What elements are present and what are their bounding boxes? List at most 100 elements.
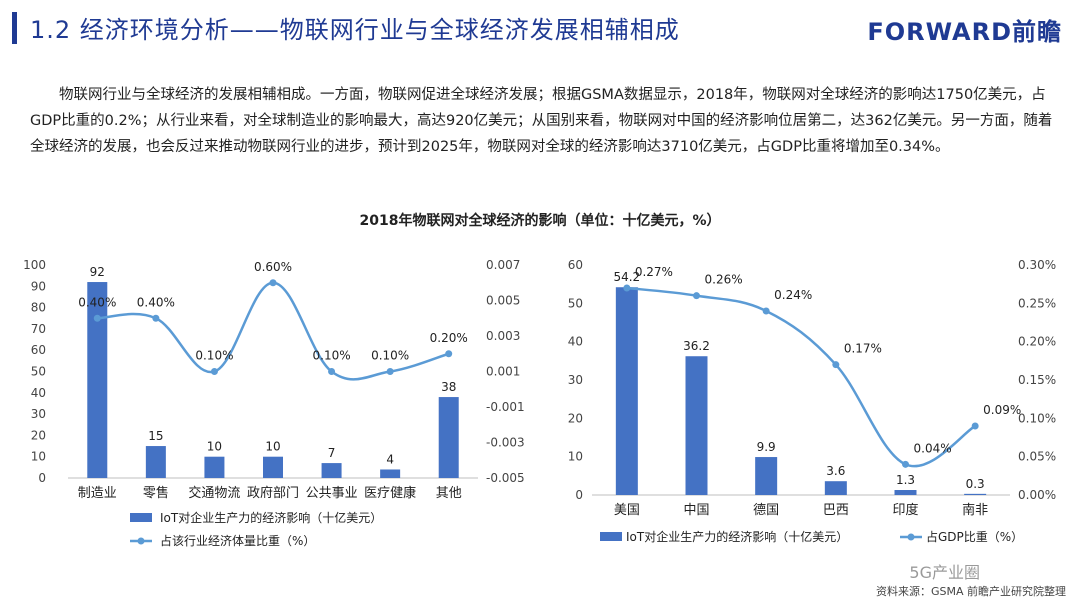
legend-bar-label: IoT对企业生产力的经济影响（十亿美元） [626, 529, 848, 544]
y-right-tick-label: -0.005 [486, 471, 525, 485]
line-point [328, 368, 336, 375]
bar-value-label: 15 [148, 429, 163, 443]
y-right-tick-label: 0.005 [486, 294, 520, 308]
line-value-label: 0.40% [78, 295, 116, 309]
y-left-tick-label: 30 [568, 373, 583, 387]
y-right-tick-label: 0.00% [1018, 488, 1056, 502]
bar-value-label: 4 [386, 452, 394, 466]
x-tick-label: 医疗健康 [364, 485, 416, 501]
line-point [902, 460, 909, 468]
brand-logo: FORWARD前瞻 [867, 18, 1062, 46]
line-point [386, 368, 394, 375]
x-tick-label: 公共事业 [306, 486, 358, 501]
line-value-label: 0.10% [313, 349, 351, 363]
x-tick-label: 印度 [892, 502, 918, 518]
line-point [832, 361, 840, 369]
y-left-tick-label: 30 [31, 407, 46, 421]
series-line [626, 286, 976, 468]
y-left-tick-label: 100 [23, 258, 46, 272]
y-right-tick-label: 0.20% [1018, 335, 1056, 349]
x-tick-label: 中国 [683, 503, 709, 518]
line-value-label: 0.60% [254, 260, 292, 274]
y-left-tick-label: 0 [575, 488, 583, 502]
x-tick-label: 南非 [962, 502, 988, 518]
y-right-tick-label: 0.05% [1018, 450, 1056, 464]
y-left-tick-label: 40 [568, 335, 583, 349]
y-left-tick-label: 70 [31, 322, 46, 336]
legend-line-label: 占该行业经济体量比重（%） [160, 533, 315, 548]
x-tick-label: 制造业 [78, 486, 117, 501]
y-left-tick-label: 0 [38, 471, 46, 485]
line-point [971, 422, 979, 430]
title-accent-bar [12, 12, 17, 44]
y-left-tick-label: 80 [31, 301, 46, 315]
bar-value-label: 10 [265, 440, 280, 454]
legend-bar-swatch [130, 513, 152, 522]
bar [204, 456, 225, 478]
line-value-label: 0.04% [914, 441, 952, 455]
line-point [762, 307, 770, 315]
intro-paragraph: 物联网行业与全球经济的发展相辅相成。一方面，物联网促进全球经济发展；根据GSMA… [30, 87, 1053, 155]
source-note: 资料来源：GSMA 前瞻产业研究院整理 [875, 585, 1066, 598]
line-value-label: 0.10% [371, 349, 409, 363]
legend-line-label: 占GDP比重（%） [926, 529, 1023, 544]
line-point [693, 292, 700, 300]
line-value-label: 0.27% [635, 265, 673, 279]
y-left-tick-label: 10 [31, 450, 46, 464]
legend-bar-label: IoT对企业生产力的经济影响（十亿美元） [160, 510, 382, 525]
bar [894, 490, 917, 495]
y-right-tick-label: 0.15% [1018, 373, 1056, 387]
legend-bar-swatch [600, 532, 622, 541]
y-right-tick-label: 0.10% [1018, 411, 1056, 425]
line-value-label: 0.26% [705, 273, 743, 287]
y-left-tick-label: 60 [568, 258, 583, 272]
line-point [623, 284, 631, 292]
bar-value-label: 0.3 [966, 477, 985, 491]
bar [380, 469, 401, 478]
y-right-tick-label: -0.001 [486, 400, 525, 414]
line-value-label: 0.20% [430, 331, 468, 345]
y-left-tick-label: 50 [568, 296, 583, 310]
bar [145, 446, 166, 478]
line-point [269, 279, 277, 287]
y-right-tick-label: 0.30% [1018, 258, 1056, 272]
y-left-tick-label: 50 [31, 365, 46, 379]
x-tick-label: 交通物流 [188, 485, 240, 501]
line-point [93, 314, 101, 322]
watermark-text: 5G产业圈 [909, 563, 980, 582]
page-title: 1.2 经济环境分析——物联网行业与全球经济发展相辅相成 [30, 16, 680, 44]
bar [263, 456, 283, 478]
y-right-tick-label: 0.25% [1018, 296, 1056, 310]
bar [824, 481, 847, 495]
legend-line-marker [137, 537, 145, 545]
x-tick-label: 巴西 [823, 503, 849, 518]
bar-value-label: 54.2 [613, 270, 640, 284]
bar [615, 287, 638, 495]
legend-line-marker [907, 533, 915, 541]
line-point [445, 350, 453, 358]
y-left-tick-label: 90 [31, 279, 46, 293]
line-value-label: 0.10% [195, 349, 233, 363]
y-left-tick-label: 20 [568, 411, 583, 425]
y-right-tick-label: 0.003 [486, 329, 520, 343]
chart-title: 2018年物联网对全球经济的影响（单位：十亿美元，%） [359, 213, 721, 229]
bar-value-label: 1.3 [896, 473, 915, 487]
line-value-label: 0.17% [844, 342, 882, 356]
y-left-tick-label: 10 [568, 450, 583, 464]
bar-value-label: 38 [441, 380, 456, 394]
bar-value-label: 7 [328, 446, 336, 460]
x-tick-label: 美国 [614, 503, 640, 518]
bar [321, 463, 342, 478]
bar-value-label: 3.6 [826, 464, 845, 478]
bar [685, 356, 708, 495]
line-point [210, 368, 218, 375]
y-right-tick-label: -0.003 [486, 436, 525, 450]
bar-value-label: 10 [207, 440, 222, 454]
bar [964, 493, 987, 495]
bar [438, 397, 459, 478]
x-tick-label: 德国 [753, 503, 779, 518]
y-right-tick-label: 0.001 [486, 365, 520, 379]
line-value-label: 0.24% [774, 288, 812, 302]
bar-value-label: 92 [90, 265, 105, 279]
